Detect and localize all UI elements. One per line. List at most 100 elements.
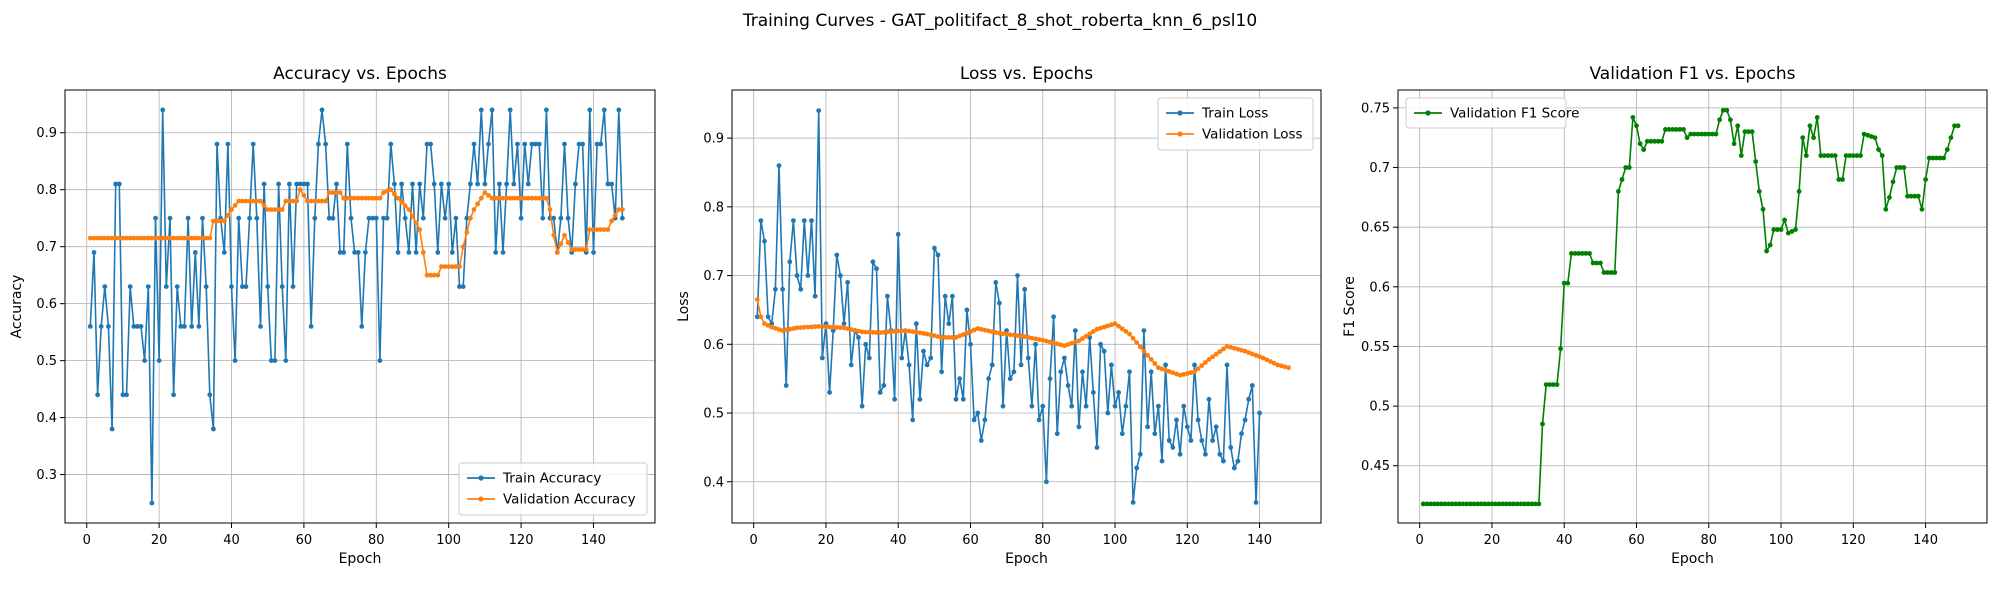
data-point	[167, 215, 173, 221]
legend-marker	[1177, 131, 1183, 137]
data-point	[762, 238, 767, 244]
y-tick-label: 0.6	[1369, 280, 1390, 295]
data-point	[609, 181, 614, 187]
data-point	[305, 181, 310, 187]
data-point	[975, 410, 981, 416]
data-point	[384, 188, 390, 194]
data-point	[1435, 501, 1441, 507]
data-point	[1203, 360, 1208, 365]
data-point	[355, 250, 361, 255]
data-point	[250, 141, 256, 147]
data-point	[1478, 501, 1484, 507]
data-point	[1249, 351, 1255, 357]
data-point	[812, 293, 818, 299]
plot-frame	[731, 89, 1322, 524]
data-point	[1018, 362, 1024, 368]
data-point	[127, 284, 133, 289]
data-point	[928, 355, 934, 361]
data-point	[1004, 331, 1009, 337]
data-point	[1221, 346, 1226, 352]
data-point	[500, 195, 506, 201]
data-point	[616, 107, 622, 113]
data-point	[145, 235, 151, 241]
y-tick-label: 0.65	[1361, 221, 1390, 236]
data-point	[895, 328, 901, 334]
data-point	[899, 355, 905, 361]
data-point	[504, 195, 509, 201]
data-point	[1253, 352, 1259, 358]
data-point	[612, 212, 618, 218]
data-point	[344, 195, 350, 201]
data-point	[102, 284, 108, 289]
data-point	[1832, 153, 1838, 159]
data-point	[1127, 331, 1132, 337]
data-point	[196, 324, 202, 329]
plot-frame	[64, 89, 656, 524]
data-point	[838, 273, 843, 278]
data-point	[1699, 131, 1704, 137]
data-point	[1887, 195, 1892, 200]
data-point	[435, 250, 441, 255]
data-point	[312, 215, 318, 221]
data-point	[1062, 355, 1067, 361]
figure-suptitle: Training Curves - GAT_politifact_8_shot_…	[742, 11, 1257, 31]
data-point	[120, 235, 126, 241]
data-point	[758, 314, 764, 320]
data-point	[196, 235, 202, 241]
data-point	[939, 369, 944, 375]
data-point	[827, 324, 832, 330]
data-point	[848, 327, 854, 332]
data-point	[1213, 351, 1219, 357]
data-point	[1130, 500, 1136, 505]
data-point	[1058, 369, 1064, 375]
data-point	[783, 327, 789, 333]
data-point	[921, 331, 926, 336]
data-point	[1641, 147, 1647, 153]
data-point	[457, 264, 462, 269]
data-point	[892, 329, 897, 334]
data-point	[769, 324, 775, 330]
data-point	[200, 235, 205, 241]
data-point	[149, 500, 155, 506]
legend-marker	[1425, 110, 1431, 116]
data-point	[388, 187, 394, 193]
data-point	[1228, 344, 1234, 350]
data-point	[522, 141, 528, 147]
x-tick-label: 0	[750, 533, 758, 548]
data-point	[1181, 372, 1187, 377]
data-point	[1036, 417, 1042, 423]
data-point	[816, 324, 822, 329]
y-tick-label: 0.7	[36, 240, 57, 255]
legend-entry: Validation F1 Score	[1450, 106, 1579, 122]
data-point	[395, 250, 401, 255]
data-point	[551, 232, 557, 238]
y-tick-label: 0.75	[1361, 101, 1390, 116]
data-point	[950, 293, 955, 299]
data-point	[989, 329, 995, 335]
data-point	[587, 107, 593, 113]
data-point	[1177, 451, 1183, 457]
x-tick-label: 60	[296, 533, 313, 548]
data-point	[573, 181, 578, 187]
data-point	[1282, 364, 1288, 370]
data-point	[620, 207, 625, 213]
data-point	[464, 230, 470, 235]
data-point	[819, 324, 825, 329]
data-point	[1482, 501, 1488, 507]
data-point	[601, 227, 607, 233]
y-tick-label: 0.8	[36, 183, 57, 198]
data-point	[787, 259, 793, 265]
data-point	[986, 328, 991, 334]
data-point	[1224, 344, 1230, 349]
data-point	[1069, 403, 1075, 409]
data-point	[1116, 323, 1121, 329]
data-point	[258, 198, 263, 204]
data-point	[1119, 326, 1125, 332]
data-point	[124, 235, 129, 241]
data-point	[1271, 360, 1277, 366]
series-2-1	[754, 108, 1262, 505]
data-point	[308, 198, 314, 204]
data-point	[562, 232, 567, 238]
data-point	[1753, 159, 1759, 165]
data-point	[102, 235, 108, 241]
